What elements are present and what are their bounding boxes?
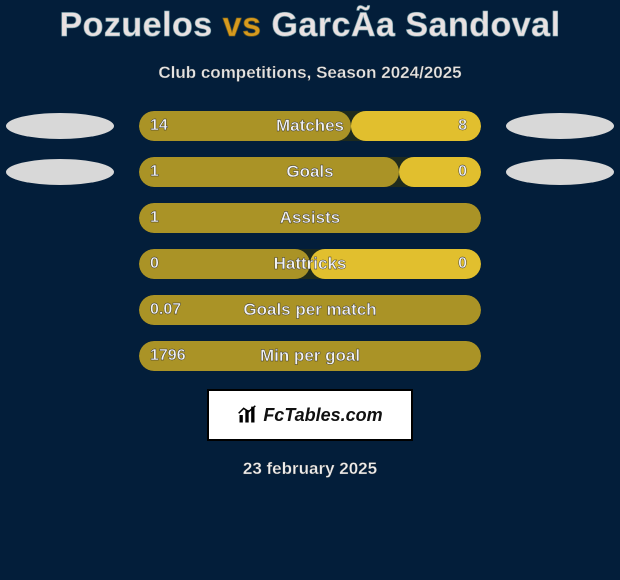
stat-row: Hattricks00 [0,249,620,279]
page-title: Pozuelos vs GarcÃ­a Sandoval [0,6,620,45]
player-right-name: GarcÃ­a Sandoval [271,6,560,44]
stat-fill-right [351,111,481,141]
player-left-name: Pozuelos [59,6,212,44]
stat-track [139,111,481,141]
comparison-infographic: Pozuelos vs GarcÃ­a Sandoval Club compet… [0,0,620,479]
stat-fill-right [310,249,481,279]
stat-track [139,157,481,187]
team-badge-right [506,159,614,185]
stat-row: Min per goal1796 [0,341,620,371]
stat-fill-left [139,203,481,233]
stat-track [139,341,481,371]
logo-text: FcTables.com [263,405,382,426]
footer-date: 23 february 2025 [0,459,620,479]
team-badge-left [6,159,114,185]
vs-label: vs [223,6,262,44]
stat-fill-left [139,157,399,187]
logo-box: FcTables.com [207,389,413,441]
stat-rows: Matches148 Goals10 Assists1 Hattricks00 Goal… [0,111,620,371]
subtitle: Club competitions, Season 2024/2025 [0,63,620,83]
stat-fill-left [139,249,310,279]
stat-track [139,295,481,325]
stat-row: Assists1 [0,203,620,233]
stat-fill-right [399,157,481,187]
stat-fill-left [139,295,481,325]
stat-fill-left [139,341,481,371]
stat-track [139,249,481,279]
team-badge-left [6,113,114,139]
team-badge-right [506,113,614,139]
stat-fill-left [139,111,351,141]
stat-track [139,203,481,233]
stat-row: Goals10 [0,157,620,187]
stat-row: Goals per match0.07 [0,295,620,325]
stat-row: Matches148 [0,111,620,141]
chart-icon [237,405,257,425]
